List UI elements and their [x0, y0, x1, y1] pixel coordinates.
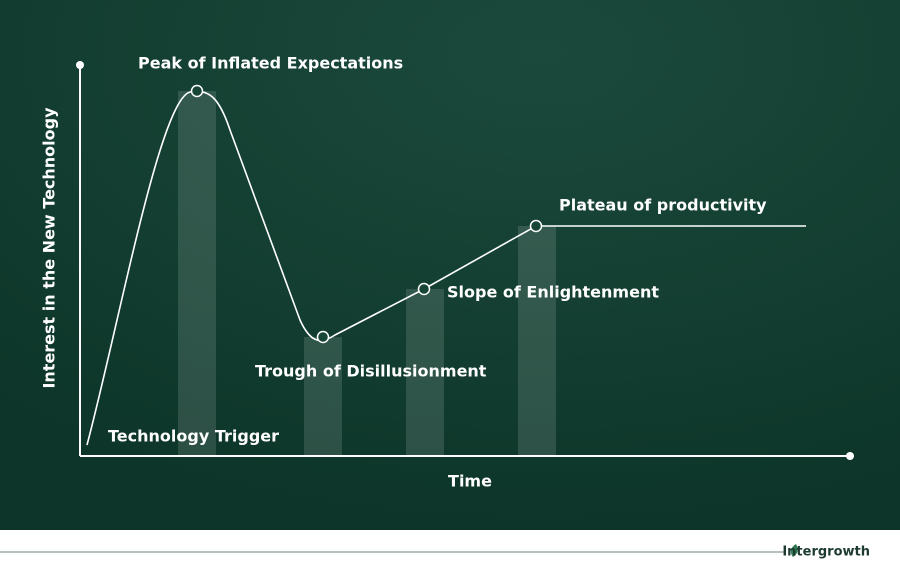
phase-label: Trough of Disillusionment: [255, 362, 487, 381]
axis-end: [76, 61, 84, 69]
phase-label: Plateau of productivity: [559, 196, 767, 215]
x-axis-title: Time: [448, 472, 492, 491]
point: [316, 330, 330, 344]
brand-icon: [790, 544, 798, 557]
bar: [304, 337, 342, 456]
point: [529, 219, 543, 233]
point: [190, 84, 204, 98]
phase-bars: [178, 91, 556, 456]
bar: [518, 226, 556, 456]
brand: Intergrowth: [782, 545, 870, 560]
phase-label: Peak of Inflated Expectations: [138, 54, 403, 73]
y-axis-title: Interest in the New Technology: [40, 107, 59, 389]
point: [417, 282, 431, 296]
phase-label: Slope of Enlightenment: [447, 283, 659, 302]
bar: [178, 91, 216, 456]
bar: [406, 289, 444, 456]
curve-points: [190, 84, 543, 344]
axis-end: [846, 452, 854, 460]
background: [0, 0, 900, 530]
phase-label: Technology Trigger: [108, 427, 279, 446]
